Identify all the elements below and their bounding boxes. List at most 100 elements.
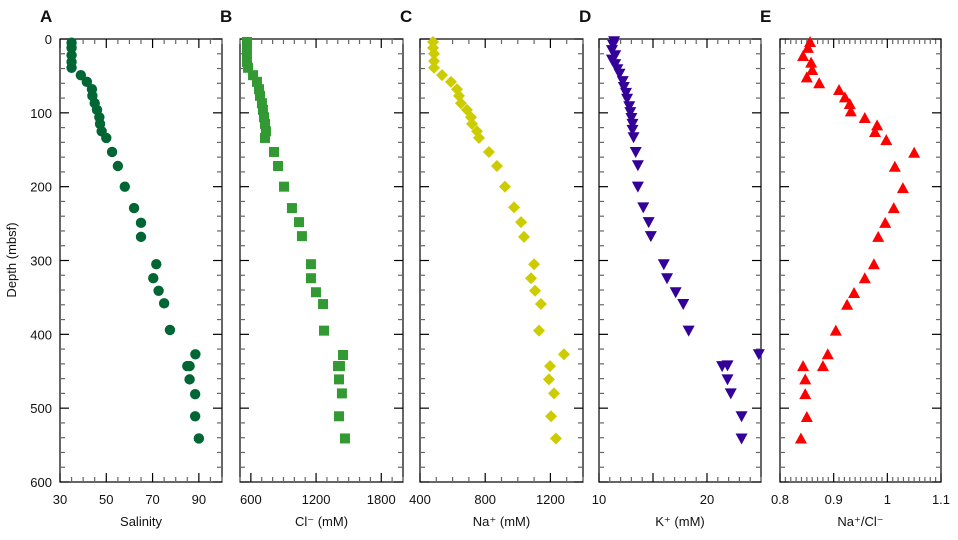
y-tick-label: 300 (30, 254, 52, 269)
data-point (621, 93, 634, 105)
data-point (260, 126, 271, 137)
data-point (515, 216, 528, 229)
data-point (624, 107, 637, 119)
data-point (887, 202, 900, 214)
data-point (841, 298, 854, 310)
data-point (241, 36, 252, 47)
x-tick-label: 1 (884, 492, 891, 507)
data-point (545, 410, 558, 423)
data-point (879, 216, 892, 228)
data-point (436, 69, 449, 82)
data-point (184, 374, 195, 385)
data-point (259, 118, 270, 129)
data-point (498, 180, 511, 193)
data-point (517, 230, 530, 243)
data-point (336, 388, 347, 399)
data-point (241, 50, 252, 61)
x-tick-label: 70 (145, 492, 159, 507)
data-point (190, 349, 201, 360)
data-point (135, 231, 147, 243)
data-point (189, 388, 201, 400)
data-point (805, 56, 818, 68)
data-point (544, 360, 557, 373)
data-point (801, 41, 814, 53)
data-point (310, 287, 321, 298)
panel-d: D 10 20 K⁺ (mM) (579, 7, 765, 529)
data-point (871, 119, 884, 131)
panel-label: B (220, 7, 232, 26)
data-point (682, 325, 695, 337)
x-tick-label: 0.9 (825, 492, 843, 507)
data-point (305, 273, 316, 284)
data-point (627, 132, 640, 144)
data-point (843, 97, 856, 109)
data-point (872, 230, 885, 242)
y-tick-label: 200 (30, 180, 52, 195)
data-point (724, 388, 737, 400)
x-axis-title: K⁺ (mM) (655, 514, 704, 529)
x-tick-label: 400 (409, 492, 431, 507)
x-tick-label: 1200 (302, 492, 331, 507)
data-point (816, 360, 829, 372)
data-point (721, 360, 734, 372)
data-point (490, 159, 503, 172)
x-axis-title: Na⁺ (mM) (473, 514, 530, 529)
panel-e: E 0.8 0.9 1 1.1 Na⁺/Cl⁻ (760, 7, 950, 529)
y-tick-label: 100 (30, 106, 52, 121)
data-point (642, 217, 655, 229)
y-tick-label: 500 (30, 401, 52, 416)
data-point (534, 298, 547, 311)
data-point (525, 272, 538, 285)
y-tick-label: 600 (30, 475, 52, 490)
data-point (135, 217, 147, 229)
data-point (721, 374, 734, 386)
data-point (248, 70, 259, 81)
data-point (286, 203, 297, 214)
data-point (529, 284, 542, 297)
data-point (112, 160, 124, 172)
x-tick-label: 30 (53, 492, 67, 507)
data-point (813, 77, 826, 89)
data-point (251, 76, 262, 87)
data-point (848, 286, 861, 298)
x-tick-label: 1800 (367, 492, 396, 507)
data-point (128, 202, 140, 214)
data-point (444, 75, 457, 88)
data-point (797, 360, 810, 372)
data-point (257, 104, 268, 115)
data-point (616, 76, 629, 88)
data-point (549, 432, 562, 445)
data-point (626, 118, 639, 130)
data-point (66, 62, 77, 73)
data-point (333, 361, 344, 372)
data-point (797, 49, 810, 61)
data-point (153, 285, 164, 296)
data-point (273, 160, 284, 171)
data-point (318, 325, 329, 336)
data-point (333, 374, 344, 385)
x-tick-label: 10 (592, 492, 606, 507)
data-point (254, 84, 265, 95)
data-point (669, 287, 682, 299)
data-point (631, 181, 644, 193)
data-point (838, 91, 851, 103)
data-point (243, 62, 254, 73)
data-point (256, 98, 267, 109)
x-axis-title: Na⁺/Cl⁻ (837, 514, 883, 529)
data-point (532, 324, 545, 337)
data-point (547, 387, 560, 400)
data-point (617, 81, 630, 93)
y-tick-label: 400 (30, 327, 52, 342)
x-tick-label: 800 (474, 492, 496, 507)
data-point (631, 160, 644, 172)
y-axis-title: Depth (mbsf) (4, 222, 19, 297)
panel-label: E (760, 7, 771, 26)
data-point (629, 146, 642, 158)
data-point (333, 411, 344, 422)
data-point (623, 101, 636, 113)
data-point (189, 411, 201, 422)
data-point (542, 373, 555, 386)
data-point (101, 132, 112, 144)
data-point (794, 432, 807, 444)
data-point (106, 146, 118, 158)
